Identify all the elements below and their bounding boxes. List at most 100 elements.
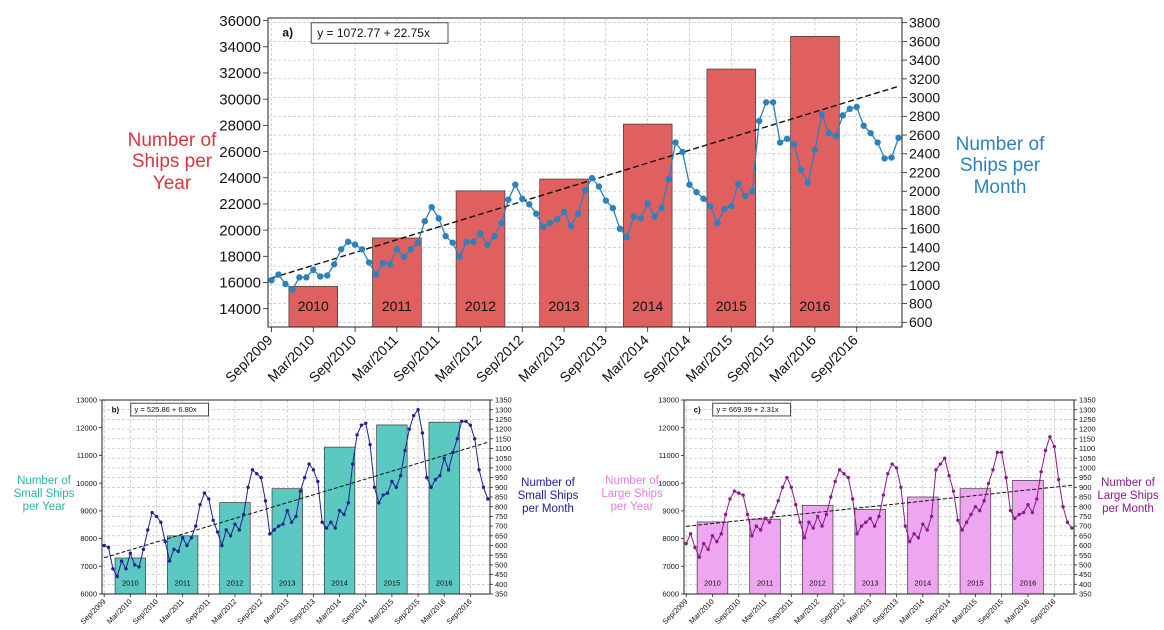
monthly-point: [433, 477, 438, 482]
monthly-point: [368, 442, 372, 447]
monthly-point: [960, 528, 964, 532]
bar-2011: [167, 535, 199, 595]
x-axis-tick-label: Sep/2015: [976, 597, 1005, 626]
x-axis-tick-label: Mar/2011: [158, 597, 186, 625]
monthly-point: [762, 99, 770, 106]
monthly-point: [468, 423, 473, 427]
monthly-point: [198, 503, 202, 507]
monthly-point: [303, 475, 307, 480]
right-axis-tick-label: 1200: [1079, 425, 1096, 434]
monthly-point: [706, 547, 710, 552]
monthly-point: [358, 246, 366, 253]
monthly-point: [874, 139, 881, 146]
monthly-point: [783, 135, 791, 142]
monthly-point: [616, 225, 624, 232]
monthly-point: [969, 512, 973, 517]
equation-text: y = 1072.77 + 22.75x: [317, 26, 430, 40]
monthly-point: [546, 219, 554, 227]
chart-b-right-axis-title: Number of Small Ships per Month: [517, 477, 579, 515]
monthly-point: [735, 180, 742, 187]
equation-text: y = 669.39 + 2.31x: [717, 405, 779, 414]
monthly-point: [355, 433, 359, 437]
monthly-point: [407, 427, 412, 431]
chart-a-layer: 2010 2011 2012 2013 2014 2015 2016 14000 16000 18…: [219, 13, 940, 386]
trend-line: [104, 441, 488, 559]
monthly-point: [311, 468, 316, 472]
right-axis-tick-label: 600: [909, 314, 933, 330]
monthly-point: [811, 146, 819, 154]
right-axis-tick-label: 800: [909, 295, 933, 311]
right-axis-tick-label: 1100: [495, 444, 511, 453]
x-axis-tick-label: Sep/2015: [392, 597, 421, 626]
monthly-point: [289, 520, 294, 524]
right-axis-tick-label: 950: [495, 473, 508, 482]
monthly-point: [281, 522, 285, 526]
left-axis-tick-label: 9000: [662, 506, 679, 515]
monthly-point: [567, 222, 575, 230]
right-axis-tick-label: 1800: [909, 202, 940, 218]
monthly-point: [637, 215, 644, 222]
chart-a-right-axis-title: Number of Ships per Month: [955, 134, 1045, 198]
bar-2016: [1012, 480, 1044, 595]
monthly-point: [282, 280, 289, 288]
right-axis-tick-label: 550: [495, 551, 508, 560]
right-axis-tick-label: 850: [495, 493, 508, 502]
x-axis-tick-label: Mar/2011: [740, 597, 768, 625]
monthly-point: [333, 526, 337, 530]
x-axis-tick-label: Sep/2009: [79, 597, 108, 626]
chart-a: Number of Ships per Year Number of Ships…: [128, 13, 1045, 386]
bar-label-2011: 2011: [757, 578, 773, 587]
monthly-point: [163, 539, 167, 544]
right-axis-tick-label: 900: [1079, 483, 1092, 492]
monthly-point: [658, 204, 665, 212]
left-axis-tick-label: 30000: [219, 91, 261, 108]
right-axis-tick-label: 550: [1079, 551, 1092, 560]
monthly-point: [894, 466, 899, 470]
right-axis-tick-label: 2800: [909, 108, 940, 124]
monthly-point: [1070, 526, 1074, 530]
left-axis-tick-label: 36000: [219, 13, 261, 30]
monthly-point: [964, 520, 969, 524]
x-axis-tick-label: Mar/2012: [792, 597, 821, 626]
right-axis-tick-label: 600: [1079, 541, 1092, 550]
trend-line: [271, 85, 899, 279]
monthly-point: [745, 512, 750, 517]
monthly-point: [486, 497, 490, 501]
monthly-point: [715, 539, 719, 544]
monthly-point: [484, 241, 491, 248]
monthly-point: [330, 261, 338, 268]
right-axis-tick-label: 900: [495, 483, 508, 492]
monthly-point: [825, 129, 833, 137]
monthly-point: [296, 274, 303, 281]
monthly-point: [1026, 503, 1030, 507]
monthly-point: [202, 491, 207, 495]
monthly-point: [623, 233, 631, 241]
right-axis-tick-label: 1350: [495, 396, 512, 405]
monthly-point: [159, 520, 163, 524]
right-axis-tick-label: 800: [1079, 502, 1092, 511]
bar-label-2016: 2016: [436, 578, 453, 587]
monthly-point: [307, 462, 311, 466]
right-axis-tick-label: 750: [1079, 512, 1092, 521]
left-axis-tick-label: 9000: [80, 506, 97, 515]
monthly-point: [459, 419, 464, 424]
monthly-point: [907, 539, 912, 544]
monthly-point: [855, 532, 859, 536]
monthly-point: [776, 139, 784, 146]
monthly-point: [442, 232, 449, 240]
monthly-point: [263, 499, 268, 503]
monthly-point: [449, 239, 456, 246]
monthly-point: [881, 155, 888, 162]
x-axis-tick-label: Sep/2011: [184, 597, 213, 626]
monthly-point: [379, 260, 387, 267]
monthly-point: [167, 559, 172, 563]
left-axis-tick-label: 6000: [662, 590, 679, 599]
chart-c: Number of Large Ships per Year Number of…: [590, 395, 1164, 630]
bar-2012: [801, 504, 834, 595]
monthly-point: [246, 485, 250, 489]
monthly-point: [943, 456, 947, 460]
monthly-point: [102, 543, 106, 548]
right-axis-tick-label: 1250: [495, 415, 512, 424]
monthly-point: [846, 105, 853, 113]
left-axis-tick-label: 11000: [77, 451, 97, 460]
